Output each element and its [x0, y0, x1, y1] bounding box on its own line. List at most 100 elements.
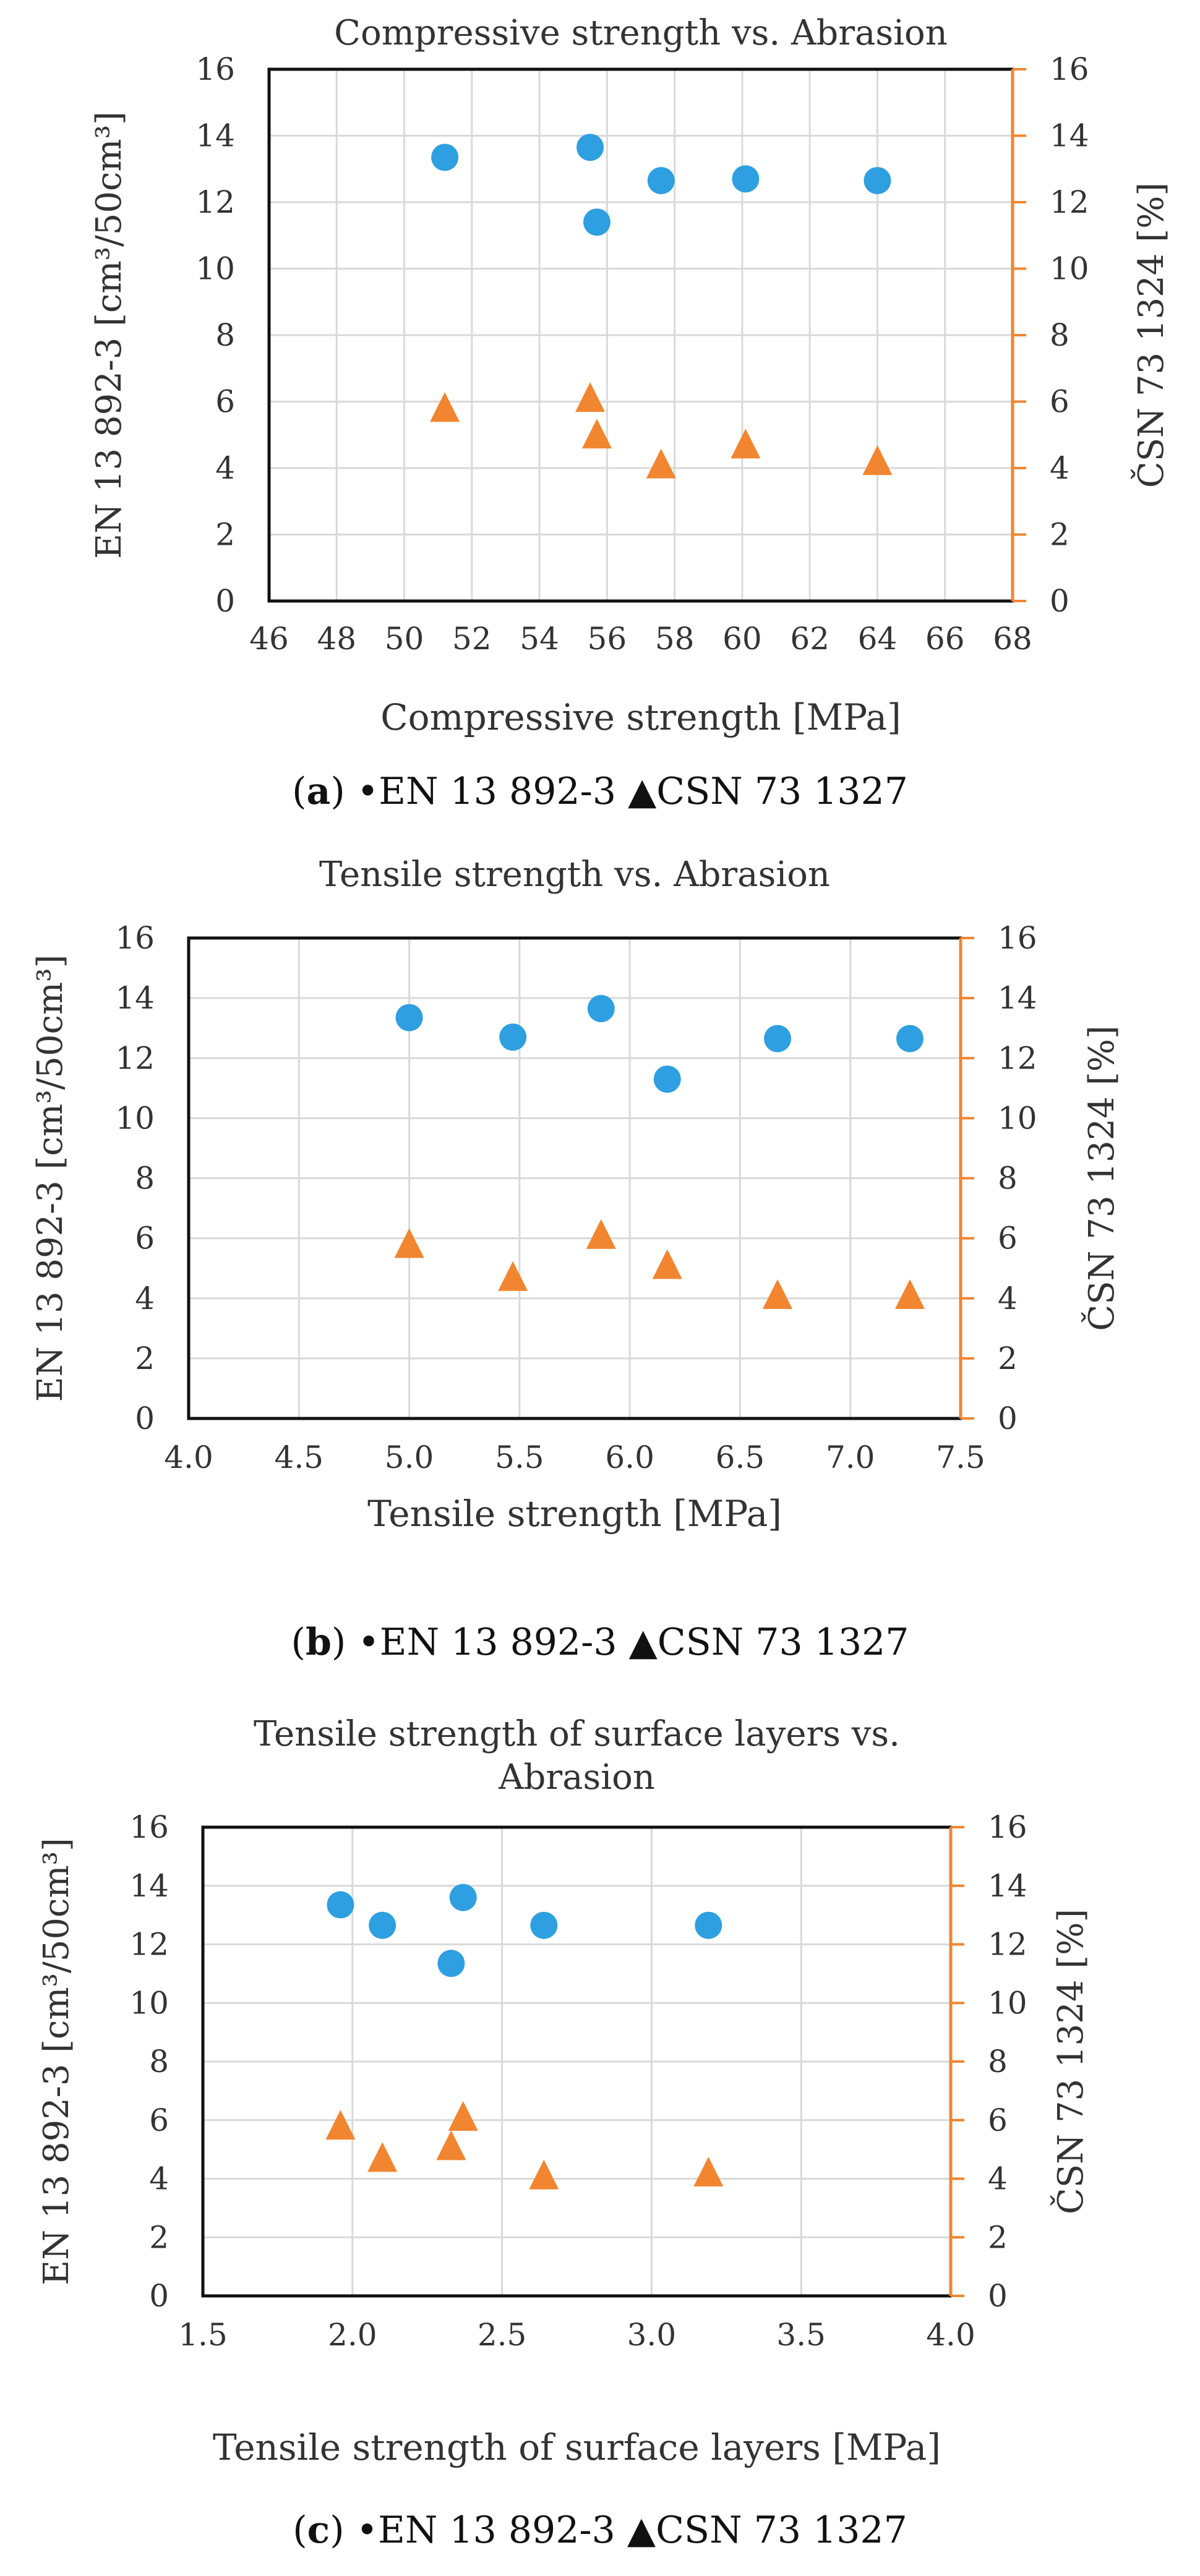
- series-csn-73-1327: [325, 2101, 724, 2190]
- y-right-tick-label: 10: [1050, 251, 1089, 287]
- y-axis-label-right: ČSN 73 1324 [%]: [1130, 182, 1172, 488]
- x-tick-label: 1.5: [178, 2317, 228, 2353]
- y-right-tick-label: 14: [1050, 118, 1089, 154]
- y-left-tick-label: 10: [115, 1100, 155, 1136]
- x-tick-label: 68: [993, 621, 1032, 657]
- x-tick-label: 52: [452, 621, 492, 657]
- y-left-tick-label: 8: [135, 1161, 155, 1196]
- data-point-triangle: [367, 2142, 398, 2172]
- data-point-triangle: [436, 2130, 466, 2160]
- data-point-circle: [576, 134, 604, 161]
- y-left-tick-label: 2: [215, 517, 235, 553]
- y-left-tick-label: 6: [215, 384, 235, 420]
- data-point-circle: [864, 167, 891, 195]
- y-right-tick-label: 10: [988, 1985, 1027, 2021]
- y-right-tick-label: 6: [1050, 384, 1069, 420]
- data-point-triangle: [894, 1279, 925, 1309]
- y-left-tick-label: 2: [149, 2219, 169, 2255]
- y-left-tick-label: 14: [115, 980, 155, 1016]
- data-point-circle: [583, 208, 611, 236]
- x-tick-label: 54: [520, 621, 559, 657]
- y-left-tick-label: 12: [129, 1927, 169, 1963]
- x-tick-label: 2.0: [328, 2317, 377, 2353]
- data-point-circle: [764, 1025, 792, 1052]
- y-left-tick-label: 0: [149, 2278, 169, 2314]
- data-point-triangle: [862, 445, 893, 476]
- data-point-triangle: [498, 1261, 528, 1291]
- y-axis-label-right: ČSN 73 1324 [%]: [1050, 1909, 1091, 2214]
- data-point-triangle: [581, 419, 612, 449]
- y-left-tick-label: 6: [149, 2102, 169, 2138]
- y-right-tick-label: 12: [998, 1040, 1037, 1076]
- x-tick-label: 58: [655, 621, 695, 657]
- x-tick-label: 60: [722, 621, 762, 657]
- y-right-tick-label: 2: [988, 2219, 1008, 2255]
- data-point-triangle: [693, 2157, 724, 2187]
- y-left-tick-label: 4: [135, 1281, 155, 1316]
- x-tick-label: 6.0: [605, 1439, 654, 1475]
- chart-title: Tensile strength vs. Abrasion: [319, 855, 830, 895]
- x-tick-label: 56: [588, 621, 627, 657]
- y-right-tick-label: 4: [988, 2161, 1008, 2197]
- data-point-triangle: [430, 392, 460, 422]
- x-tick-label: 7.0: [826, 1439, 875, 1475]
- chart-panel-b: 0 0 2 2 4 4 6 6 8 8 10 10 12 12 14 14 16 16 4.0 4.5 5.0 5.5 6.…: [30, 855, 1122, 1664]
- data-point-triangle: [646, 448, 676, 479]
- data-point-triangle: [586, 1219, 616, 1249]
- y-left-tick-label: 14: [129, 1868, 169, 1904]
- y-right-tick-label: 6: [998, 1221, 1018, 1256]
- figure-caption: (b) •EN 13 892-3 ▲CSN 73 1327: [291, 1621, 909, 1664]
- data-point-triangle: [731, 429, 761, 459]
- x-tick-label: 62: [790, 621, 829, 657]
- y-left-tick-label: 16: [129, 1809, 169, 1845]
- y-right-tick-label: 0: [988, 2278, 1008, 2314]
- y-left-tick-label: 12: [115, 1040, 155, 1076]
- y-right-tick-label: 4: [998, 1281, 1018, 1316]
- data-point-circle: [437, 1950, 465, 1977]
- x-tick-label: 3.5: [776, 2317, 826, 2353]
- x-tick-label: 7.5: [936, 1439, 985, 1475]
- data-point-triangle: [529, 2159, 559, 2190]
- x-axis-label: Tensile strength [MPa]: [367, 1493, 782, 1535]
- data-point-circle: [695, 1911, 722, 1939]
- chart-panel-c: 0 0 2 2 4 4 6 6 8 8 10 10 12 12 14 14 16 16 1.5 2.0 2.5 3.0 3.…: [36, 1714, 1091, 2552]
- data-point-circle: [449, 1883, 477, 1911]
- y-left-tick-label: 8: [149, 2044, 169, 2079]
- data-point-circle: [369, 1911, 396, 1939]
- data-point-triangle: [575, 382, 606, 412]
- x-tick-label: 46: [249, 621, 289, 657]
- y-left-tick-label: 8: [215, 317, 235, 353]
- y-right-tick-label: 6: [988, 2102, 1008, 2138]
- y-left-tick-label: 16: [195, 51, 235, 87]
- y-left-tick-label: 10: [195, 251, 235, 287]
- series-csn-73-1327: [430, 382, 893, 479]
- data-point-circle: [530, 1911, 558, 1939]
- data-point-triangle: [763, 1279, 793, 1309]
- y-right-tick-label: 4: [1050, 450, 1069, 486]
- x-tick-label: 2.5: [478, 2317, 527, 2353]
- x-tick-label: 4.0: [164, 1439, 213, 1475]
- x-tick-label: 50: [385, 621, 424, 657]
- chart-title: Abrasion: [498, 1757, 655, 1798]
- series-en-13892-3: [431, 134, 891, 236]
- y-right-tick-label: 16: [1050, 51, 1089, 87]
- x-tick-label: 48: [317, 621, 356, 657]
- y-right-tick-label: 2: [1050, 517, 1069, 553]
- y-right-tick-label: 16: [988, 1809, 1027, 1845]
- x-axis-label: Tensile strength of surface layers [MPa]: [213, 2426, 941, 2468]
- data-point-circle: [896, 1025, 924, 1052]
- x-tick-label: 6.5: [716, 1439, 765, 1475]
- x-tick-label: 64: [858, 621, 898, 657]
- y-right-tick-label: 0: [998, 1401, 1018, 1436]
- y-right-tick-label: 8: [988, 2044, 1008, 2079]
- x-tick-label: 4.5: [275, 1439, 324, 1475]
- y-right-tick-label: 8: [998, 1161, 1018, 1196]
- series-en-13892-3: [395, 995, 924, 1093]
- series-csn-73-1327: [394, 1219, 925, 1309]
- y-left-tick-label: 12: [195, 184, 235, 220]
- y-right-tick-label: 14: [998, 980, 1037, 1016]
- x-tick-label: 3.0: [627, 2317, 677, 2353]
- y-right-tick-label: 12: [1050, 184, 1089, 220]
